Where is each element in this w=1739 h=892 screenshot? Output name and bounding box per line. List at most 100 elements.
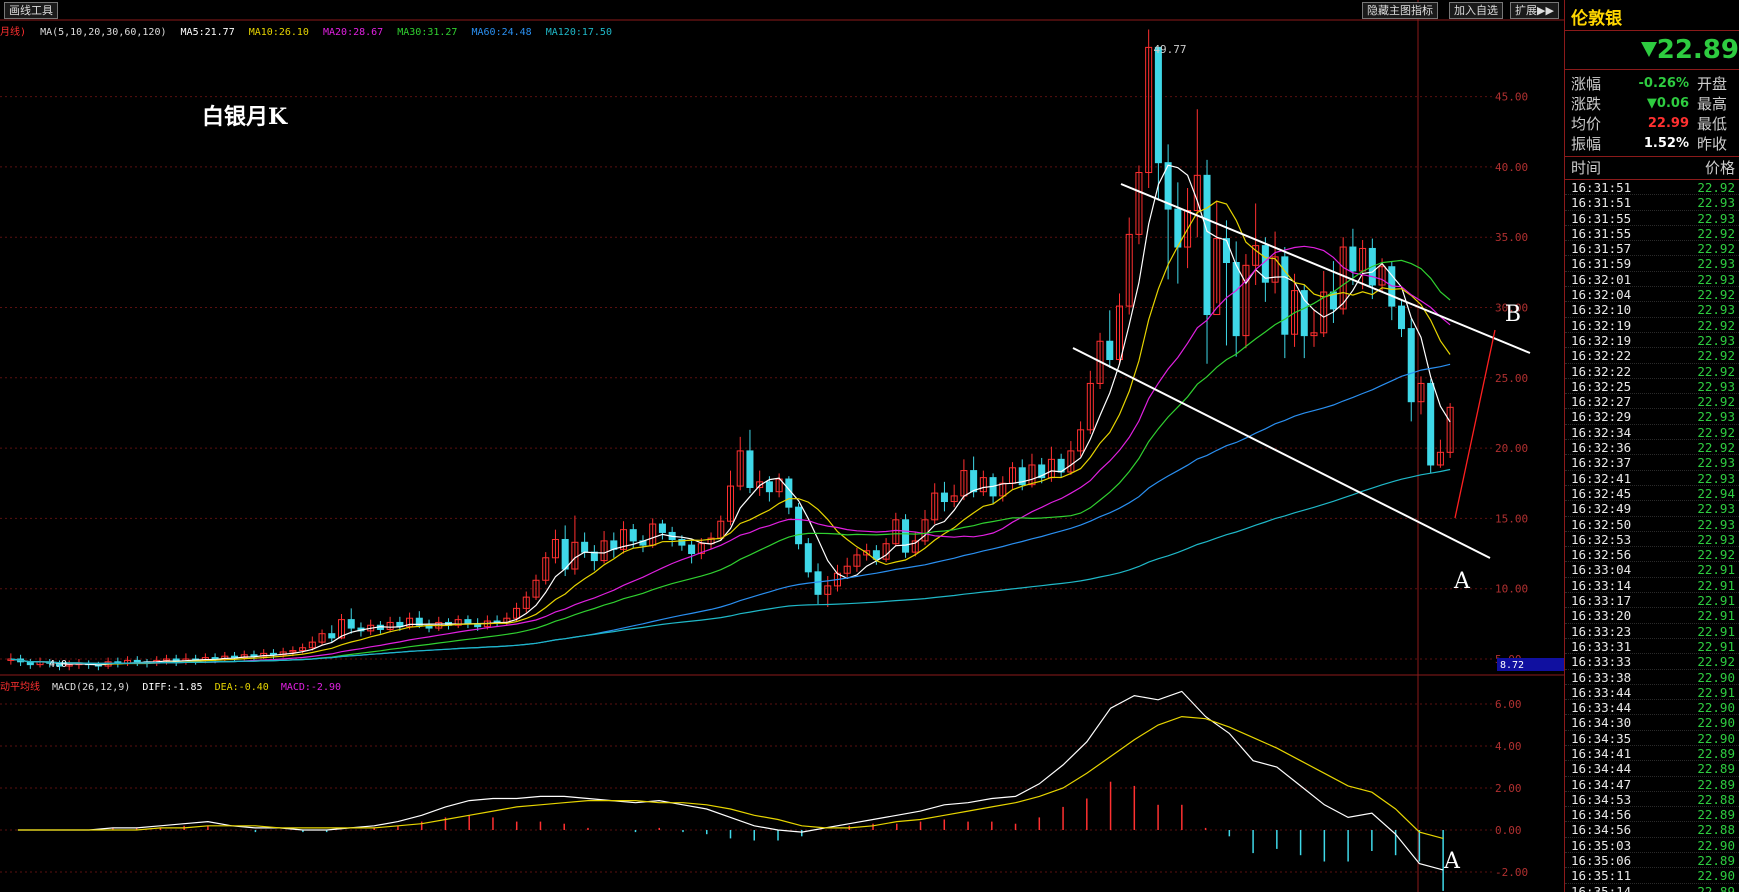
tick-price: 22.94 <box>1697 485 1735 501</box>
candle-body <box>863 550 871 556</box>
candle-body <box>551 538 559 559</box>
tick-price: 22.90 <box>1697 837 1735 853</box>
candle-body <box>1222 238 1230 264</box>
diff-line <box>17 690 1444 871</box>
ma10-label: MA10:26.10 <box>248 27 309 38</box>
tick-time: 16:34:47 <box>1571 776 1632 792</box>
candle-body <box>620 529 628 550</box>
tick-row: 16:33:14 22.91 <box>1565 578 1739 594</box>
candle-body <box>931 492 939 521</box>
candle-body <box>1417 382 1425 403</box>
candle-body <box>970 470 978 493</box>
ma5-line <box>10 164 1451 666</box>
tick-list[interactable]: 16:31:51 22.92 16:31:51 22.93 16:31:55 22.93 1… <box>1565 180 1739 892</box>
tick-row: 16:32:22 22.92 <box>1565 364 1739 379</box>
tick-row: 16:32:25 22.93 <box>1565 378 1739 395</box>
stat-row: 振幅 1.52% 昨收 <box>1565 134 1739 154</box>
tick-time: 16:32:04 <box>1571 287 1632 303</box>
stat-row: 均价 22.99 最低 <box>1565 114 1739 134</box>
channel-lower-line <box>1072 347 1491 559</box>
tick-time: 16:33:33 <box>1571 654 1632 670</box>
y-tick-label: 35.00 <box>1495 231 1528 244</box>
tick-row: 16:34:53 22.88 <box>1565 792 1739 808</box>
tick-time: 16:34:41 <box>1571 745 1632 761</box>
macd-y-tick-label: 4.00 <box>1495 740 1522 753</box>
candle-body <box>542 557 550 581</box>
tick-time: 16:34:30 <box>1571 715 1632 731</box>
y-tick-label: 45.00 <box>1495 91 1528 104</box>
kline-chart-svg[interactable]: 45.00 40.00 35.00 30.00 25.00 20.00 15.00 10.00… <box>0 0 1564 892</box>
tick-time: 16:32:01 <box>1571 271 1632 287</box>
tick-price: 22.93 <box>1697 256 1735 272</box>
tick-row: 16:34:44 22.89 <box>1565 761 1739 777</box>
candle-body <box>629 529 637 542</box>
tick-time: 16:32:49 <box>1571 501 1632 517</box>
tick-row: 16:34:47 22.89 <box>1565 777 1739 792</box>
tick-time: 16:33:38 <box>1571 669 1632 685</box>
draw-tools-button[interactable]: 画线工具 <box>4 2 58 19</box>
channel-upper-line <box>1120 183 1531 354</box>
tick-row: 16:34:56 22.89 <box>1565 807 1739 823</box>
chart-area[interactable]: 45.00 40.00 35.00 30.00 25.00 20.00 15.00 10.00… <box>0 0 1564 892</box>
hide-indicator-button[interactable]: 隐藏主图指标 <box>1362 2 1438 19</box>
tick-time: 16:35:11 <box>1571 868 1632 884</box>
candle-body <box>1125 233 1133 307</box>
candle-body <box>804 543 812 573</box>
y-tick-label: 25.00 <box>1495 372 1528 385</box>
tick-price: 22.92 <box>1697 440 1735 456</box>
candle-body <box>328 633 336 639</box>
tick-row: 16:32:34 22.92 <box>1565 425 1739 441</box>
candle-body <box>415 617 423 626</box>
candle-body <box>765 481 773 493</box>
low-price-label: 4.0 <box>49 659 67 670</box>
tick-price: 22.90 <box>1697 715 1735 731</box>
tick-price: 22.93 <box>1697 516 1735 532</box>
tick-time: 16:34:56 <box>1571 807 1632 823</box>
ma5-label: MA5:21.77 <box>180 27 235 38</box>
macd-y-tick-label: -2.00 <box>1495 866 1528 879</box>
price-flag-bg <box>1497 658 1564 671</box>
tick-price: 22.93 <box>1697 302 1735 318</box>
tick-price: 22.92 <box>1697 654 1735 670</box>
macd-name: 动平均线 <box>0 682 40 693</box>
tick-time: 16:32:27 <box>1571 394 1632 410</box>
expand-button[interactable]: 扩展▶▶ <box>1510 2 1559 19</box>
candle-body <box>1349 246 1357 272</box>
candle-body <box>1164 162 1172 210</box>
candle-body <box>1232 262 1240 337</box>
tick-time: 16:31:55 <box>1571 210 1632 226</box>
tick-price: 22.92 <box>1697 225 1735 241</box>
tick-price: 22.93 <box>1697 409 1735 425</box>
tick-time: 16:32:50 <box>1571 516 1632 532</box>
y-tick-label: 40.00 <box>1495 161 1528 174</box>
candle-body <box>308 641 316 649</box>
tick-price: 22.93 <box>1697 378 1735 394</box>
candle-body <box>581 541 589 553</box>
tick-row: 16:34:30 22.90 <box>1565 715 1739 731</box>
candle-body <box>678 538 686 546</box>
stat-row: 涨幅 -0.26% 开盘 <box>1565 74 1739 94</box>
tick-header: 时间 价格 <box>1565 157 1739 180</box>
candle-body <box>1446 406 1454 453</box>
tick-row: 16:32:36 22.92 <box>1565 440 1739 456</box>
last-price-value: 22.89 <box>1656 35 1739 65</box>
ma20-label: MA20:28.67 <box>323 27 384 38</box>
tick-price: 22.89 <box>1697 776 1735 792</box>
y-tick-label: 20.00 <box>1495 442 1528 455</box>
tick-row: 16:34:41 22.89 <box>1565 745 1739 762</box>
tick-row: 16:32:56 22.92 <box>1565 547 1739 563</box>
add-watchlist-button[interactable]: 加入自选 <box>1449 2 1503 19</box>
candle-body <box>921 519 929 542</box>
stat-label-2: 最高 <box>1697 95 1728 113</box>
tick-row: 16:35:03 22.90 <box>1565 837 1739 854</box>
tick-time: 16:31:55 <box>1571 225 1632 241</box>
candle-body <box>1436 451 1444 466</box>
candle-body <box>1397 305 1406 330</box>
quote-stats: 涨幅 -0.26% 开盘 涨跌 ▼0.06 最高 均价 22.99 最低 振幅 1.52% 昨收 <box>1565 70 1739 157</box>
tick-time: 16:32:19 <box>1571 332 1632 348</box>
tick-row: 16:35:06 22.89 <box>1565 853 1739 869</box>
tick-price: 22.93 <box>1697 332 1735 348</box>
tick-row: 16:32:19 22.92 <box>1565 318 1739 333</box>
expand-label: 扩展 <box>1515 4 1537 17</box>
stat-label: 振幅 <box>1571 135 1602 153</box>
